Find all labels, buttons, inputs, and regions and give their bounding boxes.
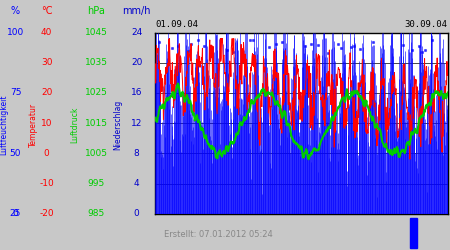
Text: 20: 20 [41,88,52,98]
Bar [410,218,417,248]
Text: 985: 985 [88,209,105,218]
Text: Luftfeuchtigkeit: Luftfeuchtigkeit [0,95,9,155]
Text: 100: 100 [7,28,24,37]
Text: 24: 24 [131,28,142,37]
Text: 30.09.04: 30.09.04 [405,20,448,29]
Text: 0: 0 [44,149,50,158]
Text: 75: 75 [10,88,21,98]
Text: 01.09.04: 01.09.04 [155,20,198,29]
Text: 995: 995 [88,179,105,188]
Text: 0: 0 [134,209,140,218]
Text: 50: 50 [10,149,21,158]
Text: 1025: 1025 [85,88,108,98]
Text: hPa: hPa [87,6,105,16]
Text: Temperatur: Temperatur [29,103,38,147]
Text: 20: 20 [131,58,142,67]
Text: Luftdruck: Luftdruck [70,107,79,143]
Text: 1015: 1015 [85,119,108,128]
Text: 25: 25 [10,209,21,218]
Text: %: % [11,6,20,16]
Text: 12: 12 [131,119,142,128]
Text: 1035: 1035 [85,58,108,67]
Text: 1005: 1005 [85,149,108,158]
Text: 4: 4 [134,179,140,188]
Text: 16: 16 [131,88,142,98]
Text: 8: 8 [134,149,140,158]
Text: 1045: 1045 [85,28,108,37]
Text: -10: -10 [39,179,54,188]
Text: -20: -20 [39,209,54,218]
Text: 10: 10 [41,119,52,128]
Text: 30: 30 [41,58,52,67]
Text: 0: 0 [13,209,18,218]
Text: Erstellt: 07.01.2012 05:24: Erstellt: 07.01.2012 05:24 [164,230,273,239]
Text: °C: °C [41,6,52,16]
Text: Niederschlag: Niederschlag [113,100,122,150]
Text: 40: 40 [41,28,52,37]
Text: mm/h: mm/h [122,6,151,16]
